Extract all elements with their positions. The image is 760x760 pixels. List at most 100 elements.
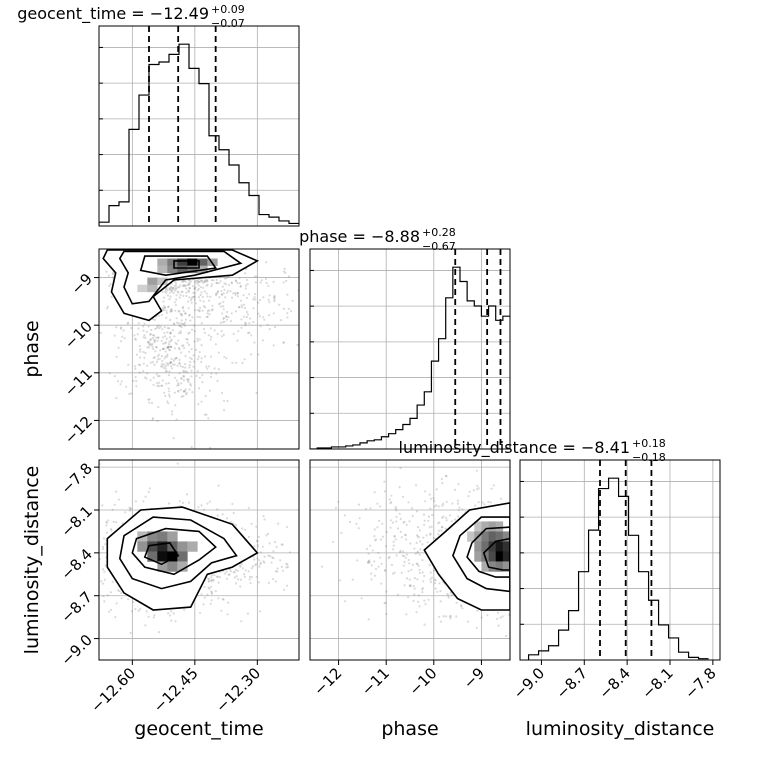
scatter-point <box>112 276 115 279</box>
scatter-point <box>404 556 407 559</box>
scatter-point <box>152 616 155 619</box>
contour-1 <box>118 516 238 590</box>
scatter-point <box>210 599 213 602</box>
scatter-point <box>197 296 201 299</box>
scatter-point <box>205 315 208 319</box>
scatter-point <box>263 318 266 321</box>
scatter-point <box>244 528 247 531</box>
scatter-point <box>399 517 402 521</box>
scatter-point <box>389 502 392 505</box>
scatter-point <box>402 554 405 558</box>
scatter-point <box>174 309 177 312</box>
scatter-point <box>536 569 538 571</box>
scatter-point <box>182 370 186 373</box>
scatter-point <box>223 355 226 359</box>
scatter-point <box>521 525 523 527</box>
scatter-point <box>206 280 209 283</box>
scatter-point <box>174 620 177 623</box>
scatter-point <box>522 562 524 564</box>
scatter-point <box>148 398 151 401</box>
scatter-point <box>524 556 526 558</box>
scatter-point <box>216 575 219 578</box>
scatter-point <box>226 517 229 520</box>
scatter-point <box>234 310 238 313</box>
scatter-point <box>424 490 427 493</box>
scatter-point <box>169 310 172 313</box>
scatter-point <box>180 319 183 322</box>
scatter-point <box>417 594 421 597</box>
scatter-point <box>157 385 160 388</box>
scatter-point <box>202 300 205 303</box>
scatter-point <box>273 300 276 303</box>
scatter-point <box>182 390 186 393</box>
scatter-point <box>191 316 194 319</box>
density-cell <box>177 541 188 552</box>
scatter-point <box>233 576 236 579</box>
scatter-point <box>186 283 189 287</box>
scatter-point <box>176 462 179 465</box>
scatter-point <box>419 540 422 543</box>
scatter-point <box>510 542 512 544</box>
scatter-point <box>167 343 171 346</box>
scatter-point <box>218 296 221 299</box>
scatter-point <box>388 498 391 501</box>
x-axis-label-phase: phase <box>381 718 438 740</box>
scatter-point <box>534 540 536 542</box>
scatter-point <box>431 513 434 517</box>
scatter-point <box>189 319 192 322</box>
x-tick-label-luminosity_distance: −9.0 <box>510 664 548 702</box>
scatter-point <box>556 592 558 594</box>
scatter-point <box>233 571 236 574</box>
scatter-point <box>109 591 113 594</box>
scatter-point <box>357 527 360 530</box>
scatter-point <box>513 571 515 573</box>
scatter-point <box>165 316 168 319</box>
scatter-point <box>130 326 133 330</box>
scatter-point <box>170 346 173 349</box>
scatter-point <box>157 406 160 409</box>
scatter-point <box>514 549 516 551</box>
scatter-point <box>261 339 264 342</box>
scatter-point <box>513 531 515 533</box>
scatter-point <box>390 563 393 567</box>
scatter-point <box>171 410 174 413</box>
scatter-point <box>442 615 445 618</box>
scatter-point <box>231 502 234 506</box>
scatter-point <box>531 593 533 595</box>
scatter-point <box>178 500 181 503</box>
scatter-point <box>227 573 230 577</box>
scatter-point <box>118 590 121 593</box>
scatter-point <box>515 565 517 567</box>
scatter-point <box>166 346 169 349</box>
scatter-point <box>105 524 108 527</box>
scatter-point <box>106 305 109 308</box>
scatter-point <box>517 522 519 524</box>
scatter-point <box>157 375 160 378</box>
scatter-point <box>180 377 183 380</box>
scatter-point <box>183 608 186 611</box>
scatter-point <box>526 569 528 571</box>
scatter-point <box>396 593 399 596</box>
scatter-point <box>385 545 388 548</box>
scatter-point <box>139 350 142 353</box>
scatter-point <box>176 364 179 367</box>
density-cell <box>177 265 188 274</box>
scatter-point <box>223 320 226 323</box>
scatter-point <box>115 602 118 605</box>
scatter-point <box>511 505 513 507</box>
scatter-point <box>249 582 252 585</box>
scatter-point <box>209 375 213 379</box>
title-minus-phase: −0.67 <box>422 240 456 253</box>
scatter-point <box>367 552 370 555</box>
scatter-point <box>423 523 426 527</box>
scatter-point <box>136 333 139 336</box>
scatter-point <box>212 279 215 282</box>
scatter-point <box>222 305 225 308</box>
scatter-point <box>206 593 209 596</box>
scatter-point <box>196 337 199 340</box>
scatter-point <box>168 390 171 393</box>
scatter-point <box>511 485 513 487</box>
scatter-point <box>180 290 183 293</box>
scatter-point <box>227 316 230 319</box>
scatter-point <box>529 529 531 531</box>
